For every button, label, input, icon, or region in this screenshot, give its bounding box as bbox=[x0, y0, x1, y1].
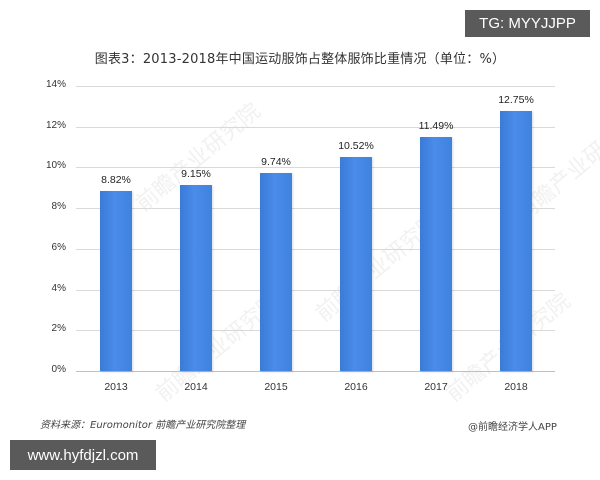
y-tick-label: 14% bbox=[45, 79, 66, 90]
bar-2013 bbox=[100, 191, 132, 371]
bar-2015 bbox=[260, 172, 292, 371]
x-tick-label: 2016 bbox=[344, 381, 368, 393]
url-badge: www.hyfdjzl.com bbox=[10, 440, 156, 470]
y-tick-label: 0% bbox=[51, 364, 66, 375]
x-tick-label: 2017 bbox=[424, 381, 448, 393]
x-tick-label: 2015 bbox=[264, 381, 288, 393]
credit-note: @前瞻经济学人APP bbox=[468, 422, 557, 433]
bar-value-label: 11.49% bbox=[418, 120, 454, 133]
tg-badge: TG: MYYJJPP bbox=[465, 10, 590, 37]
gridline bbox=[76, 127, 555, 128]
gridline bbox=[76, 330, 555, 331]
y-tick-label: 10% bbox=[45, 160, 66, 171]
y-tick-label: 4% bbox=[51, 283, 66, 294]
chart-title: 图表3：2013-2018年中国运动服饰占整体服饰比重情况（单位：%） bbox=[94, 52, 506, 67]
bar-value-label: 10.52% bbox=[338, 139, 374, 152]
bar-value-label: 9.74% bbox=[261, 155, 291, 168]
gridline bbox=[76, 249, 555, 250]
y-tick-label: 12% bbox=[45, 120, 66, 131]
bar-value-label: 8.82% bbox=[101, 174, 131, 187]
x-axis-line bbox=[76, 371, 555, 372]
bar-value-label: 12.75% bbox=[498, 94, 534, 107]
x-tick-label: 2014 bbox=[184, 381, 208, 393]
bar-2016 bbox=[340, 156, 372, 371]
source-note: 资料来源：Euromonitor 前瞻产业研究院整理 bbox=[40, 420, 246, 431]
bar-2018 bbox=[500, 111, 532, 371]
bar-value-label: 9.15% bbox=[181, 167, 211, 180]
gridline bbox=[76, 290, 555, 291]
x-tick-label: 2013 bbox=[104, 381, 128, 393]
gridline bbox=[76, 208, 555, 209]
y-tick-label: 8% bbox=[51, 201, 66, 212]
y-tick-label: 2% bbox=[51, 323, 66, 334]
bar-2014 bbox=[180, 184, 212, 371]
gridline bbox=[76, 86, 555, 87]
gridline bbox=[76, 167, 555, 168]
bar-2017 bbox=[420, 137, 452, 371]
y-tick-label: 6% bbox=[51, 242, 66, 253]
x-tick-label: 2018 bbox=[504, 381, 528, 393]
